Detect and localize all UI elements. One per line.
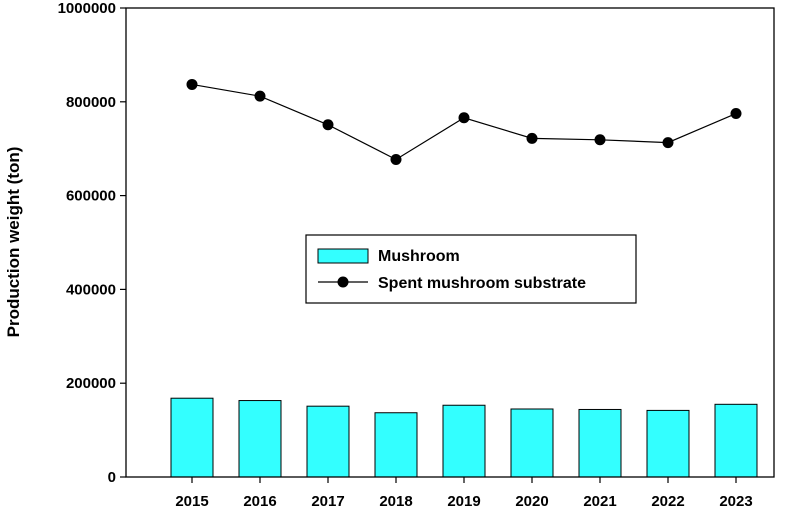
point-2021 — [594, 134, 606, 146]
point-2020 — [526, 132, 538, 144]
x-tick-label: 2020 — [515, 493, 548, 509]
x-tick-label: 2019 — [447, 493, 480, 509]
legend-swatch-mushroom — [317, 248, 369, 264]
x-tick-label: 2023 — [719, 493, 752, 509]
y-tick-label: 600000 — [66, 188, 116, 205]
point-2015 — [186, 78, 198, 90]
point-2017 — [322, 119, 334, 131]
x-tick-label: 2018 — [379, 493, 412, 509]
x-tick-label: 2021 — [583, 493, 616, 509]
bar-2019 — [442, 404, 486, 478]
bar-2015 — [170, 397, 214, 478]
bar-2023 — [714, 403, 758, 478]
y-tick-label: 1000000 — [58, 0, 116, 17]
point-2019 — [458, 112, 470, 124]
point-2023 — [730, 108, 742, 120]
bars-layer — [170, 397, 758, 478]
point-2022 — [662, 137, 674, 149]
point-2016 — [254, 90, 266, 102]
line-layer — [186, 78, 742, 165]
plot-frame — [125, 7, 775, 478]
legend: Mushroom Spent mushroom substrate — [305, 234, 637, 304]
bar-2017 — [306, 405, 350, 478]
bar-2021 — [578, 408, 622, 478]
x-tick-label: 2015 — [175, 493, 208, 509]
y-tick-label: 200000 — [66, 375, 116, 392]
legend-box — [305, 234, 637, 304]
x-tick-label: 2016 — [243, 493, 276, 509]
legend-marker-sms — [337, 276, 349, 288]
bar-2022 — [646, 409, 690, 478]
y-tick-label: 0 — [108, 469, 116, 486]
legend-label-sms: Spent mushroom substrate — [378, 275, 586, 292]
y-tick-label: 400000 — [66, 281, 116, 298]
bar-2020 — [510, 408, 554, 478]
y-axis-label: Production weight (ton) — [4, 147, 23, 338]
legend-label-mushroom: Mushroom — [378, 248, 460, 265]
point-2018 — [390, 153, 402, 165]
x-tick-label: 2017 — [311, 493, 344, 509]
y-tick-label: 800000 — [66, 94, 116, 111]
bar-2016 — [238, 400, 282, 478]
axes-layer: 0 200000 400000 600000 800000 1000000 2015 2016… — [58, 0, 775, 509]
x-tick-label: 2022 — [651, 493, 684, 509]
bar-2018 — [374, 412, 418, 478]
